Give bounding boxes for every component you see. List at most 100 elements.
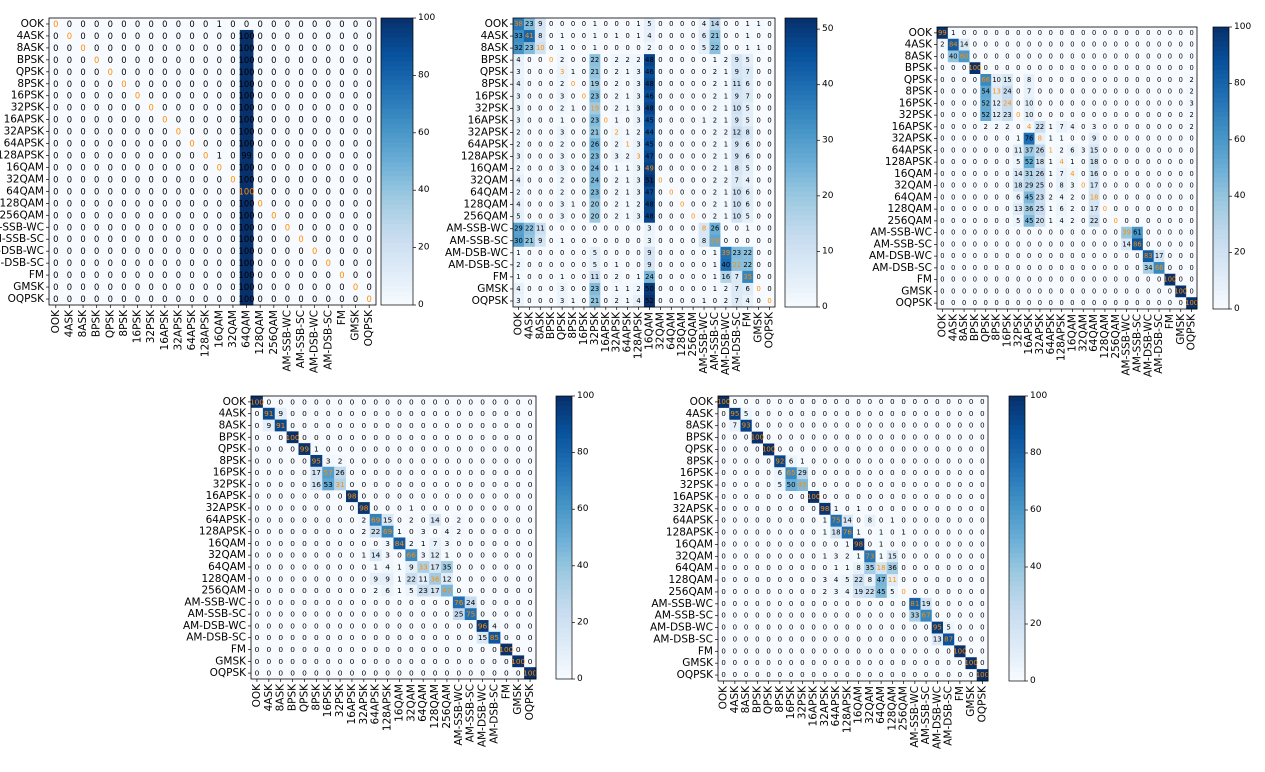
cell-value: 0 [504,492,509,501]
cell-value: 0 [571,80,575,88]
cell-value: 21 [591,297,600,305]
cell-value: 0 [516,551,521,560]
cell-value: 0 [176,43,181,53]
heatmap-cell [89,53,104,67]
cell-value: 0 [397,598,402,607]
cell-value: 0 [278,492,283,501]
y-tick-label: 8ASK [17,42,46,54]
cell-value: 0 [350,551,355,560]
heatmap-cell [253,29,268,43]
cell-value: 0 [538,165,542,173]
cell-value: 0 [271,246,276,256]
cell-value: 0 [1103,299,1107,307]
heatmap-cell [267,53,282,67]
cell-value: 0 [53,19,58,29]
heatmap-cell [130,18,145,31]
colorbar-segment [785,42,817,48]
cell-value: 0 [203,234,208,244]
cell-value: 0 [361,586,366,595]
cell-value: 0 [445,409,450,418]
cell-value: 22 [407,574,416,583]
cell-value: 0 [108,246,113,256]
cell-value: 0 [680,189,684,197]
cell-value: 0 [266,433,271,442]
cell-value: 0 [278,598,283,607]
cell-value: 3 [385,551,390,560]
cell-value: 0 [271,151,276,161]
x-tick-label: OOK [50,309,62,334]
cell-value: 0 [528,397,533,406]
heatmap-cell [158,29,173,43]
cell-value: 0 [94,246,99,256]
colorbar-segment [785,282,817,289]
cell-value: 0 [53,198,58,208]
cell-value: 0 [468,515,473,524]
colorbar-segment [785,104,817,110]
cell-value: 0 [680,68,684,76]
cell-value: 0 [1049,299,1053,307]
cell-value: 0 [258,222,263,232]
cell-value: 0 [1114,76,1118,84]
cell-value: 0 [962,146,966,154]
cell-value: 2 [713,92,717,100]
cell-value: 0 [456,586,461,595]
cell-value: 0 [1124,193,1128,201]
cell-value: 0 [339,162,344,172]
heatmap-cell [144,41,159,55]
cell-value: 0 [203,67,208,77]
cell-value: 0 [255,539,260,548]
cell-value: 0 [658,104,662,112]
cell-value: 0 [973,193,977,201]
cell-value: 0 [951,135,955,143]
cell-value: 0 [1114,146,1118,154]
cell-value: 0 [1103,146,1107,154]
heatmap-cell [103,89,118,103]
cell-value: 0 [217,294,222,304]
cell-value: 2 [338,456,343,465]
cell-value: 0 [549,165,553,173]
cell-value: 0 [767,20,771,28]
cell-value: 0 [290,468,295,477]
cell-value: 0 [67,198,72,208]
cell-value: 0 [504,586,509,595]
cell-value: 0 [326,504,331,513]
cell-value: 0 [691,165,695,173]
cell-value: 23 [418,586,428,595]
cell-value: 0 [203,186,208,196]
cell-value: 1 [713,273,717,281]
cell-value: 0 [94,270,99,280]
cell-value: 0 [1081,276,1085,284]
cell-value: 0 [973,264,977,272]
colorbar-segment [785,119,817,125]
cell-value: 0 [271,19,276,29]
cell-value: 0 [350,397,355,406]
cell-value: 0 [951,99,955,107]
cell-value: 4 [1059,193,1063,201]
x-tick-label: 128QAM [254,310,266,355]
colorbar-segment [785,205,817,212]
cell-value: 0 [217,31,222,41]
cell-value: 0 [361,562,366,571]
cell-value: 0 [353,91,358,101]
cell-value: 0 [1157,29,1161,37]
heatmap-cell [253,65,268,79]
cell-value: 0 [433,397,438,406]
cell-value: 1 [1059,135,1063,143]
cell-value: 0 [445,515,450,524]
cell-value: 26 [591,140,600,148]
heatmap-cell [144,77,159,91]
cell-value: 0 [278,562,283,571]
cell-value: 100 [239,186,255,196]
cell-value: 0 [746,237,750,245]
cell-value: 0 [658,189,662,197]
cell-value: 0 [1157,182,1161,190]
cell-value: 0 [445,433,450,442]
cell-value: 0 [1114,135,1118,143]
cell-value: 0 [149,43,154,53]
colorbar-segment [785,297,817,303]
heatmap-cell [335,29,350,43]
cell-value: 0 [258,246,263,256]
cell-value: 0 [549,92,553,100]
cell-value: 100 [1174,287,1187,295]
cell-value: 15 [1090,146,1099,154]
